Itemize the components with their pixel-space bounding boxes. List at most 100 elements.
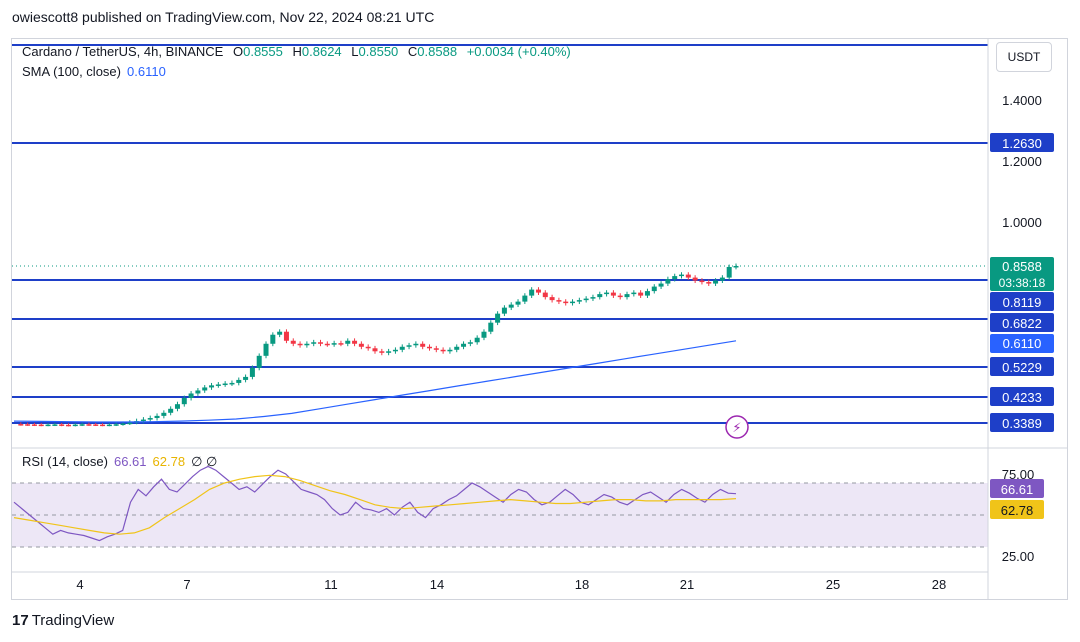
candle-body xyxy=(624,294,630,298)
candle-body xyxy=(426,346,432,349)
candle-body xyxy=(93,424,99,426)
candle-body xyxy=(413,343,419,346)
candle-body xyxy=(236,379,242,383)
candle-body xyxy=(365,346,371,349)
candle-body xyxy=(106,424,112,427)
candle-body xyxy=(113,424,119,426)
candle-body xyxy=(25,424,31,426)
candle-body xyxy=(154,415,160,419)
level-label-box xyxy=(990,387,1054,406)
candle-body xyxy=(706,282,712,284)
candle-body xyxy=(529,289,535,296)
candle-body xyxy=(18,424,24,426)
candle-body xyxy=(331,343,337,345)
candle-body xyxy=(433,348,439,350)
candle-body xyxy=(563,301,569,304)
tradingview-brand: TradingView xyxy=(31,612,115,629)
candle-body xyxy=(590,297,596,299)
rsi-ma-axis-value: 62.78 xyxy=(1001,503,1034,518)
last-price-label: 0.8588 xyxy=(1002,259,1042,274)
level-label-box xyxy=(990,357,1054,376)
candle-body xyxy=(188,393,194,399)
candle-body xyxy=(420,343,426,347)
price-tick-label: 1.4000 xyxy=(1002,93,1042,108)
candle-body xyxy=(352,340,358,344)
candle-body xyxy=(665,279,671,284)
candle-body xyxy=(699,280,705,283)
lightning-icon: ⚡ xyxy=(732,421,741,436)
candle-body xyxy=(522,295,528,302)
candle-body xyxy=(556,300,562,302)
candle-body xyxy=(474,337,480,343)
candle-body xyxy=(631,292,637,295)
rsi-tick-label: 75.00 xyxy=(1002,467,1035,482)
rsi-label[interactable]: RSI (14, close) xyxy=(22,454,108,469)
footer: 17 TradingView xyxy=(12,612,114,629)
level-label: 1.2630 xyxy=(1002,136,1042,151)
publisher-header: owiescott8 published on TradingView.com,… xyxy=(12,9,435,25)
candle-body xyxy=(392,349,398,352)
candle-body xyxy=(719,277,725,281)
currency-button[interactable]: USDT xyxy=(996,42,1052,72)
candle-body xyxy=(726,266,732,278)
countdown-label: 03:38:18 xyxy=(999,276,1046,290)
candle-body xyxy=(202,387,208,391)
time-tick-label: 11 xyxy=(324,577,338,592)
candle-body xyxy=(297,343,303,346)
candle-body xyxy=(318,342,324,344)
candle-body xyxy=(195,390,201,394)
price-tick-label: 1.0000 xyxy=(1002,215,1042,230)
candle-body xyxy=(65,424,71,427)
candle-body xyxy=(270,334,276,344)
candle-body xyxy=(86,424,92,426)
candle-body xyxy=(45,424,51,427)
candle-body xyxy=(399,346,405,350)
sma-value: 0.6110 xyxy=(127,64,166,79)
sma-label[interactable]: SMA (100, close) xyxy=(22,64,121,79)
candle-body xyxy=(583,298,589,301)
candle-body xyxy=(140,419,146,422)
candle-body xyxy=(120,423,126,426)
candle-body xyxy=(168,408,174,413)
candle-body xyxy=(215,384,221,386)
rsi-extra: ∅ ∅ xyxy=(191,454,218,469)
candle-body xyxy=(229,382,235,385)
candle-body xyxy=(685,274,691,278)
rsi-value-box xyxy=(990,479,1044,498)
level-label: 0.5229 xyxy=(1002,360,1042,375)
time-tick-label: 18 xyxy=(575,577,589,592)
candle-body xyxy=(672,276,678,280)
candle-body xyxy=(440,349,446,352)
low-value: 0.8550 xyxy=(358,44,399,59)
time-tick-label: 14 xyxy=(430,577,444,592)
candle-body xyxy=(127,422,133,425)
candle-body xyxy=(644,291,650,296)
candle-body xyxy=(100,424,106,427)
candle-body xyxy=(283,331,289,341)
candle-body xyxy=(209,385,215,388)
candle-body xyxy=(338,343,344,345)
rsi-axis-value: 66.61 xyxy=(1001,482,1034,497)
candle-body xyxy=(679,274,685,277)
candle-body xyxy=(256,355,262,368)
low-label: L xyxy=(351,44,359,59)
high-label: H xyxy=(292,44,302,59)
candle-body xyxy=(610,292,616,296)
candle-body xyxy=(79,424,85,426)
candle-body xyxy=(542,292,548,298)
level-label-box xyxy=(990,292,1054,311)
candle-body xyxy=(454,346,460,350)
candle-body xyxy=(345,340,351,344)
main-legend: Cardano / TetherUS, 4h, BINANCE O0.8555 … xyxy=(22,44,571,59)
candle-body xyxy=(508,304,514,308)
candle-body xyxy=(495,313,501,323)
tradingview-logo-icon: 17 xyxy=(12,612,29,629)
rsi-ma-line xyxy=(13,474,737,535)
candle-body xyxy=(174,404,180,409)
candle-body xyxy=(222,383,228,386)
change-value: +0.0034 (+0.40%) xyxy=(466,44,571,59)
symbol-label[interactable]: Cardano / TetherUS, 4h, BINANCE xyxy=(22,44,224,59)
candle-body xyxy=(617,295,623,298)
sma-axis-label: 0.6110 xyxy=(1003,336,1042,351)
